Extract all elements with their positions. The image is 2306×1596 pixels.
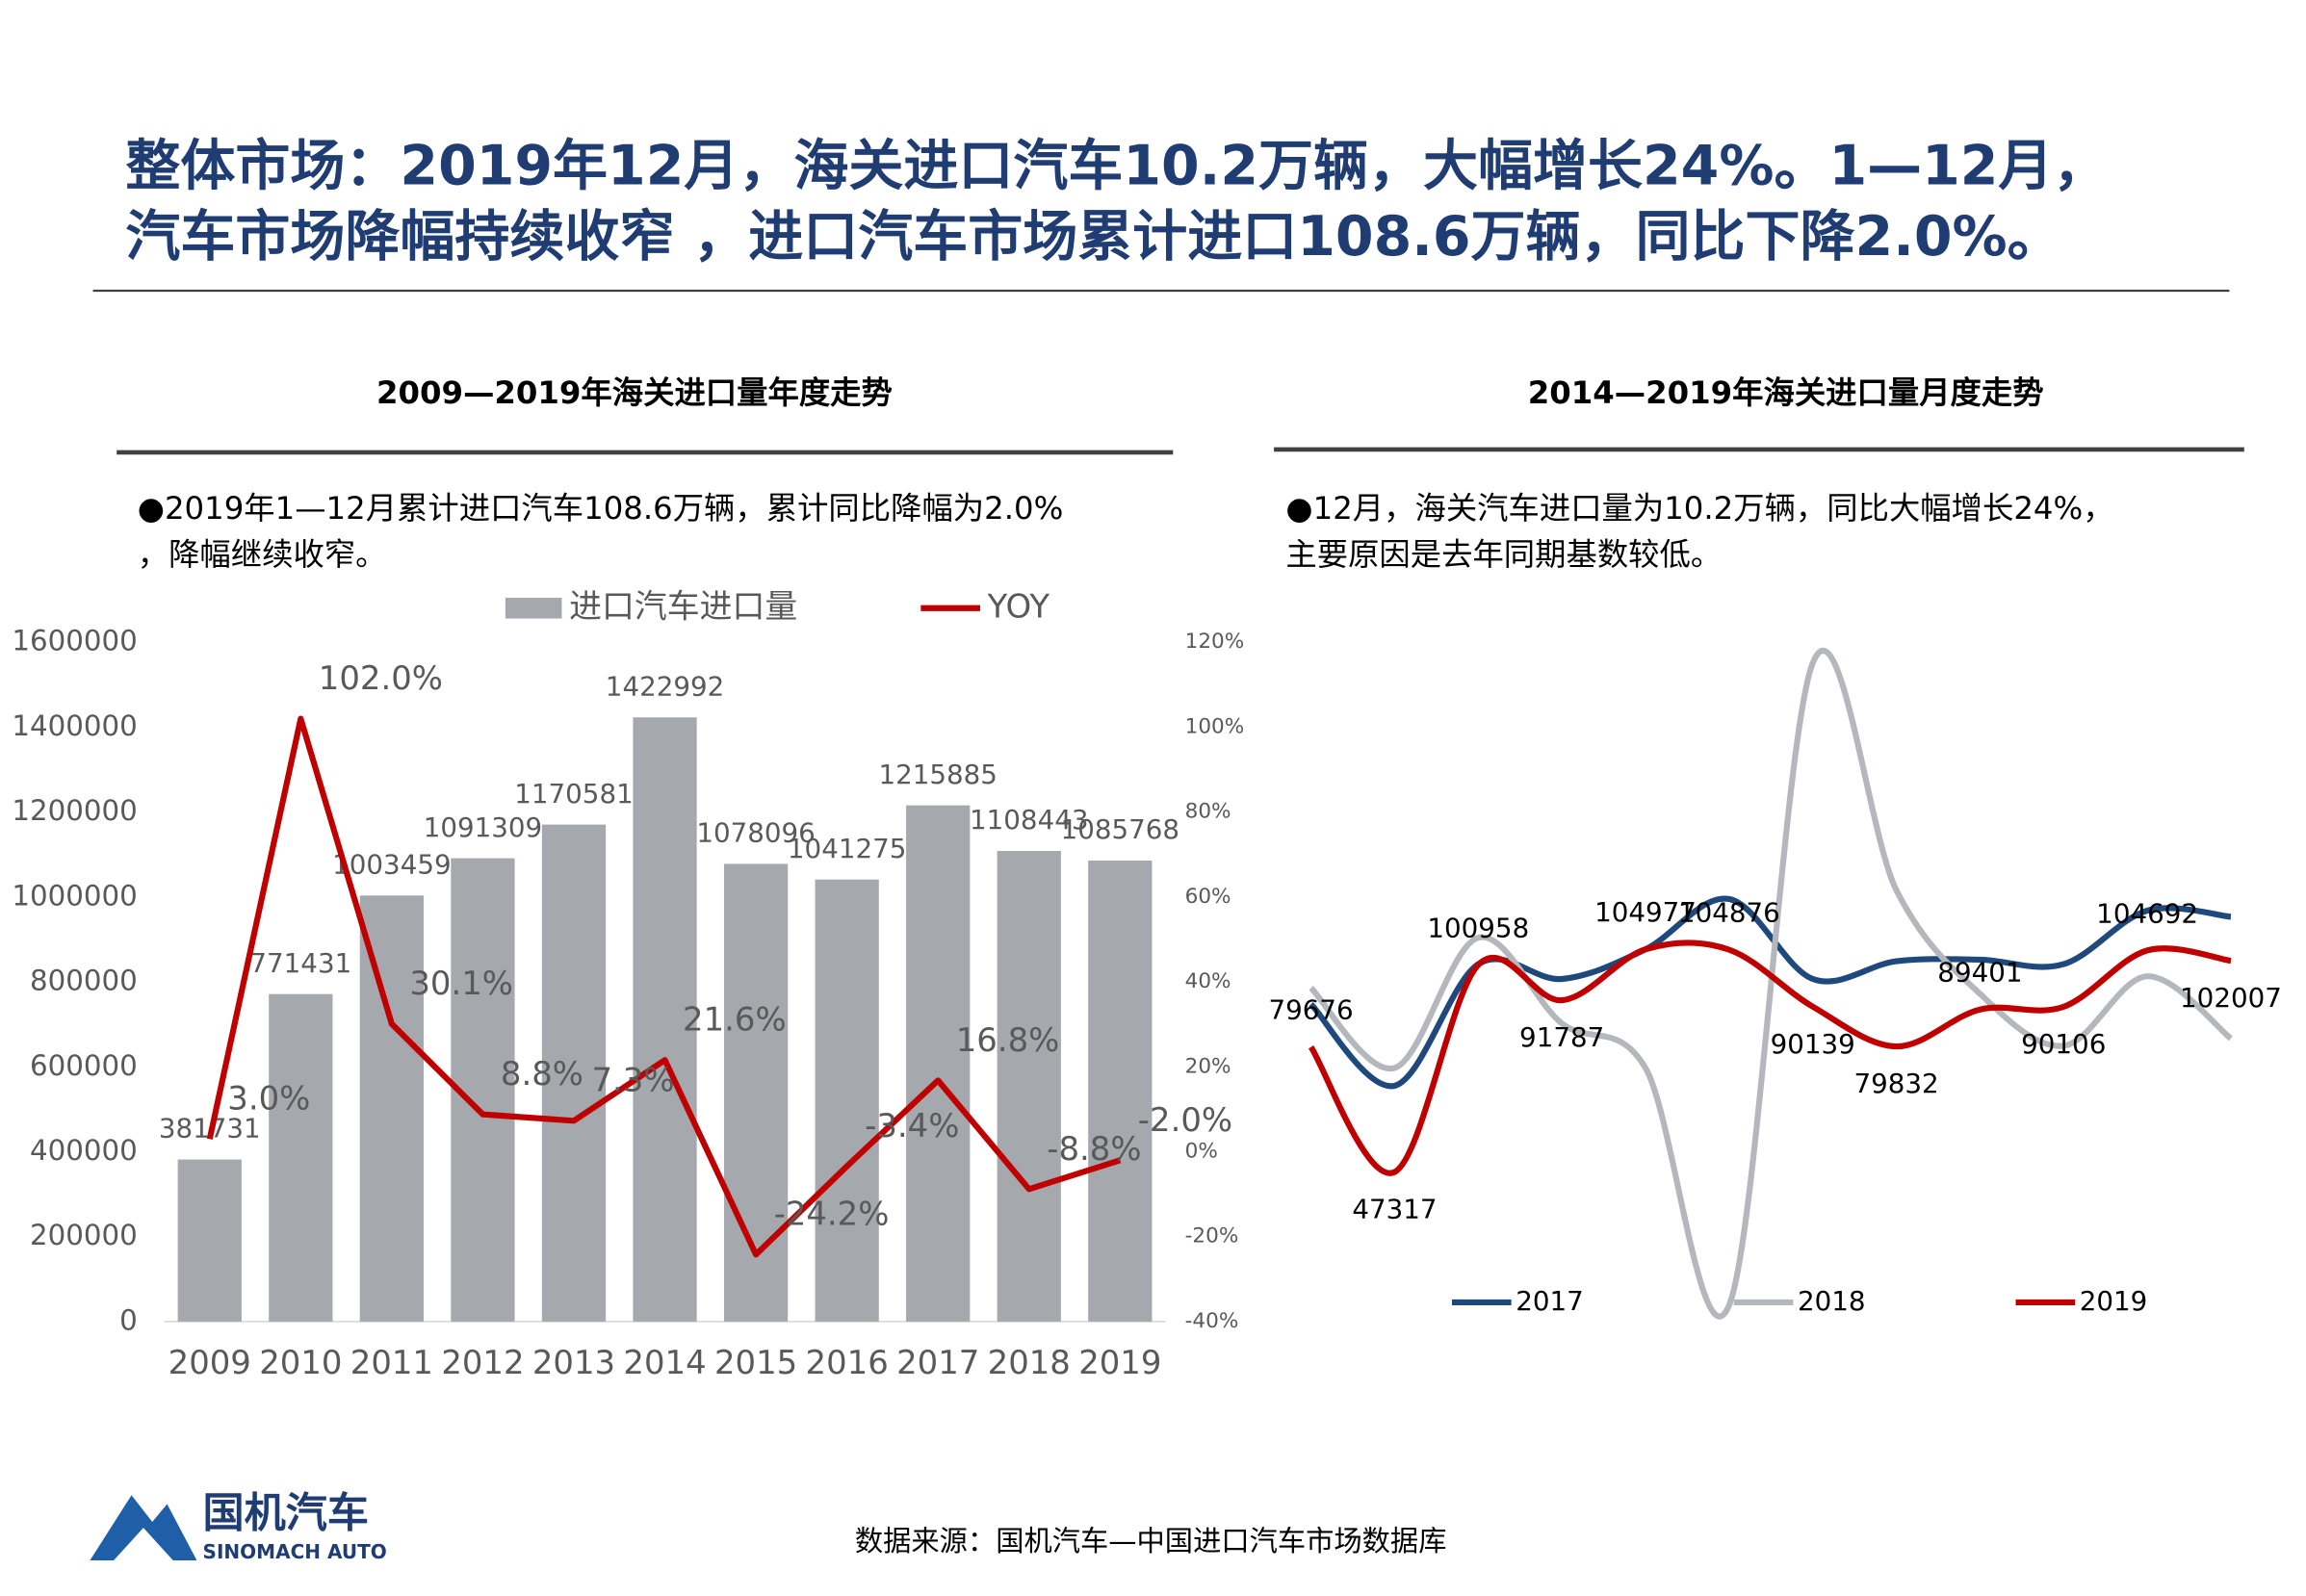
line-label: -3.4% [865,1107,959,1145]
logo: 国机汽车 SINOMACH AUTO [90,1489,387,1563]
y2-tick-label: 60% [1185,885,1231,909]
y-tick-label: 600000 [30,1049,138,1082]
bar [359,895,425,1322]
data-label: 47317 [1352,1194,1437,1225]
x-tick-label: 2019 [1078,1344,1161,1381]
x-tick-label: 2011 [350,1344,433,1381]
line [1308,895,2232,1090]
bar [723,863,789,1322]
data-label: 90139 [1771,1028,1855,1060]
y2-tick-label: 40% [1185,969,1231,993]
x-tick-label: 2009 [168,1344,251,1381]
x-tick-label: 2017 [896,1344,979,1381]
legend-label: 2019 [2080,1285,2148,1317]
x-tick-label: 2012 [441,1344,524,1381]
bar-label: 1078096 [696,817,815,849]
note: ●2019年1—12月累计进口汽车108.6万辆，累计同比降幅为2.0% [138,490,1064,527]
y2-tick-label: 0% [1185,1140,1218,1164]
line-label: -2.0% [1138,1101,1232,1139]
line-label: 7.3% [591,1062,674,1099]
legend-label: 2018 [1798,1285,1866,1317]
note: 主要原因是去年同期基数较低。 [1285,536,1722,573]
y2-tick-label: -20% [1185,1224,1239,1248]
line-label: 8.8% [501,1055,583,1093]
data-label: 100958 [1427,912,1529,943]
logo-name-en: SINOMACH AUTO [203,1540,387,1563]
logo-mark [114,1528,173,1561]
bar [815,879,879,1322]
bar [997,851,1061,1322]
chart-title: 2009—2019年海关进口量年度走势 [376,374,893,411]
line-label: 3.0% [227,1080,310,1118]
data-label: 79676 [1269,994,1354,1026]
data-label: 104692 [2096,897,2198,929]
legend-swatch [505,597,562,619]
bar-label: 1422992 [606,670,724,702]
data-label: 89401 [1937,957,2022,989]
x-tick-label: 2016 [806,1344,889,1381]
bar [269,993,333,1322]
data-label: 90106 [2021,1028,2106,1060]
x-tick-label: 2018 [988,1344,1071,1381]
line [206,715,1122,1258]
y-tick-label: 1400000 [12,709,137,742]
y2-tick-label: 120% [1185,630,1245,654]
data-label: 91787 [1519,1021,1604,1053]
bar-label: 1215885 [878,759,997,790]
data-label: 104977 [1594,896,1697,928]
note: ●12月，海关汽车进口量为10.2万辆，同比大幅增长24%， [1285,490,2113,527]
line-label: 30.1% [409,965,513,1002]
legend-label: 进口汽车进口量 [569,587,797,625]
bar-label: 771431 [249,947,351,979]
line [1308,940,2232,1176]
x-tick-label: 2013 [532,1344,615,1381]
y-tick-label: 1000000 [12,879,137,912]
bar-label: 1170581 [514,778,633,810]
bar [541,824,607,1322]
header-title: 汽车市场降幅持续收窄 ，进口汽车市场累计进口108.6万辆，同比下降2.0%。 [125,205,2061,269]
note: ，降幅继续收窄。 [138,536,387,573]
y-tick-label: 0 [119,1303,138,1336]
x-tick-label: 2014 [623,1344,706,1381]
line-label: 102.0% [319,659,443,697]
bar-label: 1041275 [788,833,906,864]
bar-label: 1003459 [332,849,451,881]
bar [1088,861,1153,1322]
legend-label: YOY [987,587,1050,625]
bar-label: 1091309 [424,811,542,843]
legend-label: 2017 [1516,1285,1584,1317]
y-tick-label: 400000 [30,1134,138,1167]
y2-tick-label: 80% [1185,800,1231,824]
line-label: -24.2% [774,1196,890,1233]
bar-label: 1108443 [970,804,1088,836]
y-tick-label: 800000 [30,965,138,997]
logo-name: 国机汽车 [203,1489,369,1537]
data-label: 104876 [1678,897,1780,929]
y-tick-label: 200000 [30,1219,138,1251]
bar [906,805,971,1322]
y2-tick-label: 100% [1185,714,1245,738]
x-tick-label: 2010 [259,1344,342,1381]
bar [177,1159,242,1322]
y-tick-label: 1200000 [12,794,137,827]
header-title: 整体市场：2019年12月，海关进口汽车10.2万辆，大幅增长24%。1—12月… [125,134,2108,197]
data-label: 102007 [2180,982,2282,1014]
line-label: -8.8% [1047,1130,1141,1168]
line [1308,648,2233,1320]
line-label: 21.6% [683,1001,787,1039]
y2-tick-label: -40% [1185,1309,1239,1333]
x-tick-label: 2015 [714,1344,797,1381]
y2-tick-label: 20% [1185,1054,1231,1078]
line-label: 16.8% [956,1021,1060,1059]
source: 数据来源：国机汽车—中国进口汽车市场数据库 [855,1525,1447,1557]
chart-title: 2014—2019年海关进口量月度走势 [1528,374,2044,411]
bar [633,717,697,1322]
y-tick-label: 1600000 [12,625,137,657]
bar-label: 1085768 [1061,813,1179,845]
data-label: 79832 [1853,1068,1938,1099]
